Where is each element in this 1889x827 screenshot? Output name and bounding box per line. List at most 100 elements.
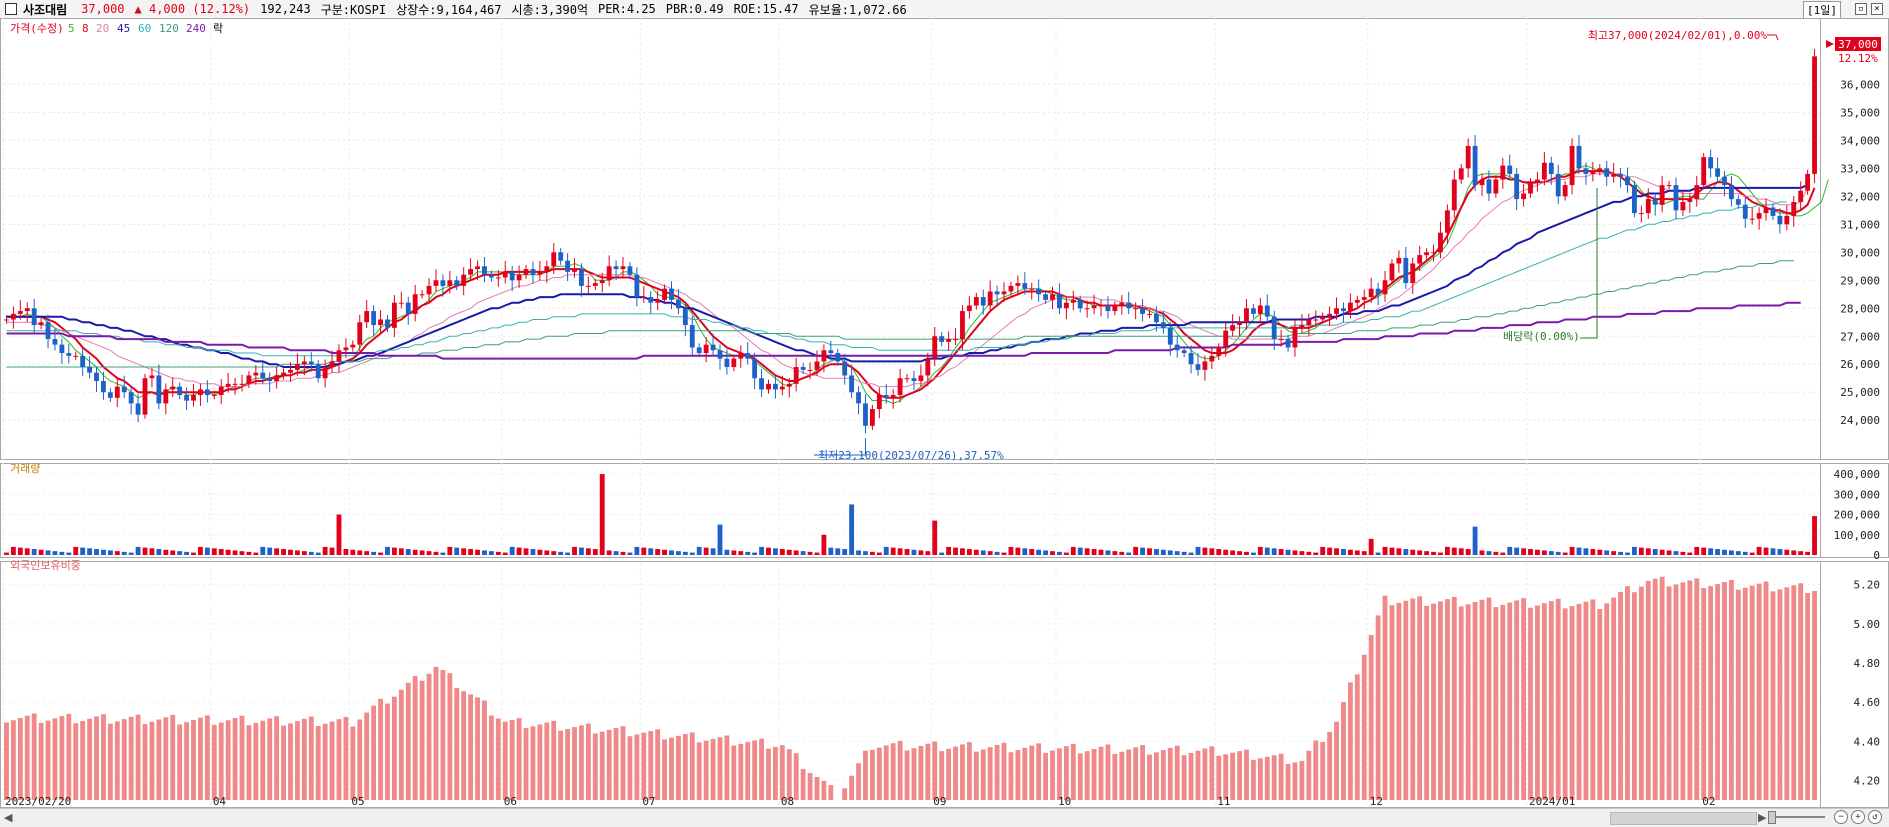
candle-body [821,350,827,362]
close-icon[interactable]: × [1871,3,1883,15]
volume-bar [315,552,321,555]
foreign-ratio-bar [38,722,44,800]
candle-body [87,367,93,373]
foreign-ratio-bar [301,718,307,800]
foreign-ratio-bar [627,736,633,800]
scroll-right-icon[interactable]: ▶ [1758,811,1767,824]
candle-body [1479,179,1485,186]
zoom-slider-handle[interactable] [1768,811,1776,824]
pane-2 [0,463,1889,558]
legend-ma240[interactable]: 240 [186,22,206,35]
candle-body [1666,185,1672,187]
volume-bar [371,551,377,555]
foreign-ratio-bar [142,724,148,800]
legend-ma20[interactable]: 20 [96,22,109,35]
foreign-ratio-bar [1001,742,1007,800]
foreign-ratio-bar [1507,602,1513,800]
volume-bar [1521,548,1527,555]
foreign-ratio-bar [1715,584,1720,800]
candle-body [1493,179,1499,194]
candle-body [655,299,661,303]
foreign-ratio-bar [1105,744,1111,800]
candle-body [433,280,439,286]
candle-body [1569,145,1575,186]
volume-bar [412,549,418,555]
volume-bar [682,551,688,555]
foreign-ratio-bar [696,742,702,800]
candle-body [1722,176,1727,186]
foreign-ratio-bar [1022,747,1028,800]
foreign-ratio-bar [163,717,169,800]
foreign-ratio-bar [1327,731,1333,800]
candle-body [1154,313,1159,323]
legend-ma60[interactable]: 60 [138,22,151,35]
candle-body [495,277,501,279]
dividend-annotation: 배당락(0.00%) [1503,330,1580,343]
candle-body [1105,305,1111,312]
legend-ma8[interactable]: 8 [82,22,89,35]
volume-bar [558,551,564,555]
foreign-ratio-bar [440,670,446,800]
volume-bar [253,552,259,555]
volume-bar [966,549,972,555]
volume-bar [634,546,640,555]
legend-price[interactable]: 가격(수정) [10,22,64,35]
foreign-ratio-bar [364,712,370,800]
volume-bar [177,551,183,555]
volume-bar [828,547,834,555]
scroll-bar[interactable]: ◀ ▶ − + ↺ [0,808,1889,827]
foreign-ratio-bar [1590,599,1596,800]
foreign-ratio-bar [592,733,598,800]
foreign-ratio-bar [357,719,363,800]
zoom-out-icon[interactable]: − [1834,810,1848,824]
price-tick-label: 28,000 [1840,302,1880,315]
volume-bar [1292,550,1298,555]
candle-body [1472,145,1478,186]
foreign-ratio-bar [1043,752,1049,800]
pane-checkbox[interactable] [5,3,17,15]
chart-area[interactable]: 24,000 25,000 26,000 27,000 28,000 29,000 30,0… [0,18,1889,808]
legend-ma5[interactable]: 5 [68,22,75,35]
candle-body [253,372,259,376]
candle-body [80,355,86,368]
candle-body [1112,305,1118,312]
foreign-tick-label: 5.20 [1854,579,1881,592]
candle-body [1368,288,1374,298]
restore-icon[interactable]: ▫ [1855,3,1867,15]
volume-bar [1424,551,1430,555]
legend-ma120[interactable]: 120 [159,22,179,35]
period-selector[interactable]: [1일] [1803,1,1841,19]
zoom-reset-icon[interactable]: ↺ [1868,810,1882,824]
candle-body [1625,176,1630,186]
foreign-ratio-bar [1728,580,1734,800]
zoom-in-icon[interactable]: + [1851,810,1865,824]
volume-bar [1618,551,1623,555]
volume-bar [579,547,584,555]
candle-body [953,339,958,341]
candle-body [523,269,529,275]
legend-lock[interactable]: 락 [213,22,223,35]
foreign-ratio-bar [599,731,605,800]
legend-ma45[interactable]: 45 [117,22,130,35]
volume-bar [932,520,938,555]
foreign-ratio-bar [766,748,771,800]
volume-bar [814,552,820,555]
volume-bar [1147,548,1152,555]
zoom-slider-track[interactable] [1775,816,1825,818]
volume-bar [1257,546,1263,555]
scroll-thumb[interactable] [1610,812,1757,825]
volume-bar [149,548,155,555]
foreign-ratio-bar [322,723,328,800]
volume-bar [876,552,882,555]
foreign-ratio-bar [1334,721,1339,800]
foreign-ratio-bar [66,713,72,800]
volume-bar [655,549,661,555]
volume-bar [1181,551,1187,555]
foreign-ratio-bar [232,718,238,800]
current-price: 37,000 [81,2,125,16]
candle-body [1458,168,1464,180]
foreign-ratio-bar [523,728,529,800]
stock-name[interactable]: 사조대림 [23,2,68,17]
volume-bar [786,549,792,555]
scroll-left-icon[interactable]: ◀ [4,811,13,824]
